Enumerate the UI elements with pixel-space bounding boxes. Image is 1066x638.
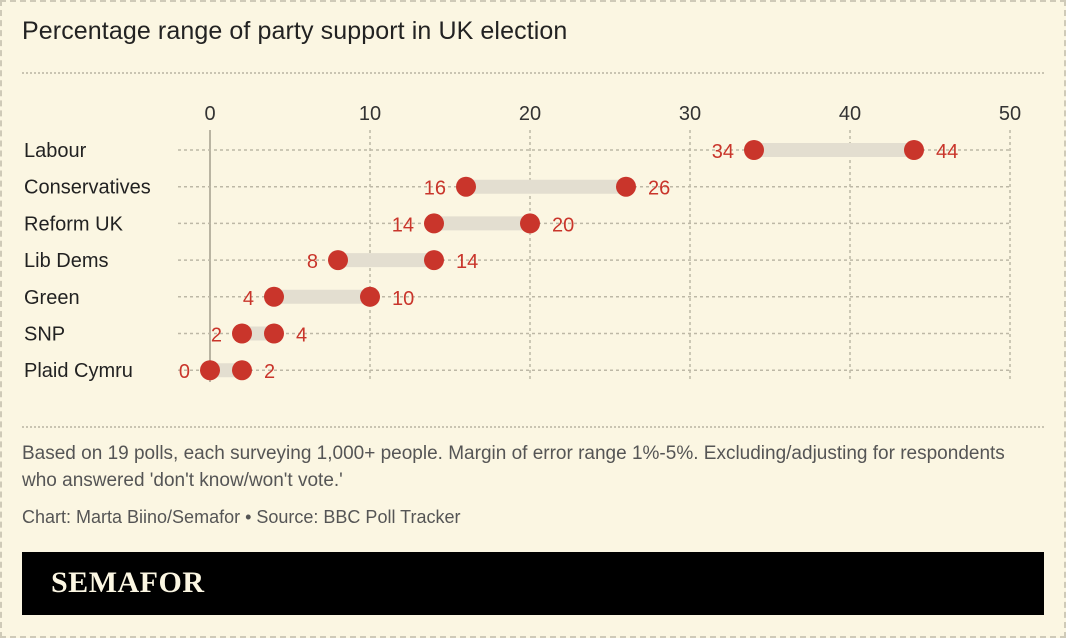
high-value-label: 2 (264, 361, 275, 383)
high-value-label: 26 (648, 178, 670, 200)
high-point (904, 140, 924, 160)
high-value-label: 20 (552, 214, 574, 236)
title-divider (22, 72, 1044, 74)
low-value-label: 34 (712, 141, 734, 163)
low-value-label: 8 (307, 251, 318, 273)
x-tick-label: 10 (359, 103, 381, 125)
low-value-label: 16 (424, 178, 446, 200)
x-tick-label: 20 (519, 103, 541, 125)
low-point (744, 140, 764, 160)
high-value-label: 10 (392, 288, 414, 310)
high-point (360, 286, 380, 307)
low-point (328, 250, 348, 271)
brand-bar: SEMAFOR (22, 552, 1044, 615)
low-point (456, 176, 476, 197)
low-point (424, 213, 444, 234)
high-point (520, 213, 540, 234)
low-point (200, 360, 220, 381)
low-value-label: 2 (211, 325, 222, 347)
category-label: Conservatives (24, 177, 151, 199)
high-value-label: 4 (296, 325, 307, 347)
category-label: Plaid Cymru (24, 360, 133, 382)
high-point (264, 323, 284, 344)
high-point (616, 176, 636, 197)
footnote: Based on 19 polls, each surveying 1,000+… (22, 443, 1005, 491)
high-point (424, 250, 444, 271)
category-label: Reform UK (24, 213, 124, 235)
low-point (264, 286, 284, 307)
x-tick-label: 40 (839, 103, 861, 125)
x-tick-label: 0 (204, 103, 215, 125)
low-value-label: 14 (392, 214, 414, 236)
category-label: SNP (24, 324, 65, 346)
x-tick-label: 50 (999, 103, 1021, 125)
category-label: Labour (24, 140, 87, 162)
high-value-label: 14 (456, 251, 478, 273)
low-point (232, 323, 252, 344)
low-value-label: 0 (179, 361, 190, 383)
credit-line: Chart: Marta Biino/Semafor • Source: BBC… (22, 507, 461, 527)
category-label: Green (24, 287, 80, 309)
chart-title: Percentage range of party support in UK … (22, 17, 568, 45)
high-value-label: 44 (936, 141, 958, 163)
high-point (232, 360, 252, 381)
footnote-divider (22, 426, 1044, 428)
category-label: Lib Dems (24, 250, 108, 272)
x-tick-label: 30 (679, 103, 701, 125)
brand-logo: SEMAFOR (51, 566, 205, 599)
low-value-label: 4 (243, 288, 254, 310)
